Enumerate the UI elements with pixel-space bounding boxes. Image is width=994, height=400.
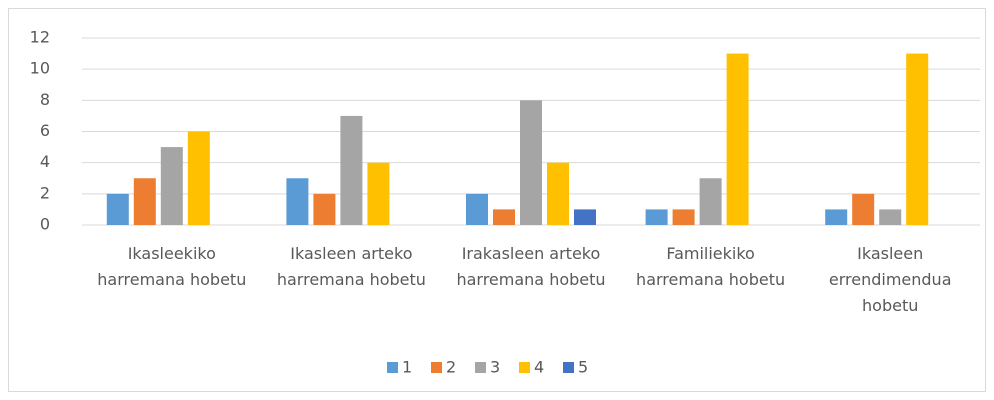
bar [520, 100, 542, 225]
y-tick-label: 12 [30, 28, 50, 47]
legend-label: 3 [490, 358, 500, 377]
x-tick-label: Ikasleen arteko harremana hobetu [276, 244, 426, 289]
legend-swatch [563, 362, 574, 373]
bar [726, 53, 749, 226]
legend-swatch [387, 362, 398, 373]
bar [313, 193, 336, 225]
bar [367, 162, 390, 225]
x-tick-label: Ikasleekiko harremana hobetu [97, 244, 247, 289]
x-tick-label: Ikasleen errendimendua hobetu [828, 244, 952, 315]
y-tick-label: 10 [30, 59, 50, 78]
x-tick-label: Familiekiko harremana hobetu [636, 244, 786, 289]
bar [133, 178, 156, 225]
legend-label: 5 [578, 358, 588, 377]
legend-label: 1 [402, 358, 412, 377]
bar [645, 209, 668, 225]
bar [187, 131, 210, 225]
legend-label: 4 [534, 358, 544, 377]
x-tick-label: Irakasleen arteko harremana hobetu [456, 244, 606, 289]
bar [493, 209, 515, 225]
bar [106, 193, 129, 225]
bar [879, 209, 902, 225]
bar [547, 162, 569, 225]
bar [286, 178, 309, 225]
legend-swatch [475, 362, 486, 373]
y-tick-label: 6 [40, 121, 50, 140]
y-tick-label: 8 [40, 90, 50, 109]
bar [906, 53, 929, 226]
bar [672, 209, 695, 225]
bar [466, 193, 488, 225]
y-tick-label: 0 [40, 215, 50, 234]
bar [160, 147, 183, 225]
legend-swatch [431, 362, 442, 373]
bar [825, 209, 848, 225]
bar [852, 193, 875, 225]
bar [574, 209, 596, 225]
legend-label: 2 [446, 358, 456, 377]
y-tick-label: 2 [40, 183, 50, 202]
legend-swatch [519, 362, 530, 373]
y-tick-label: 4 [40, 152, 50, 171]
bar [340, 115, 363, 225]
bar [699, 178, 722, 225]
